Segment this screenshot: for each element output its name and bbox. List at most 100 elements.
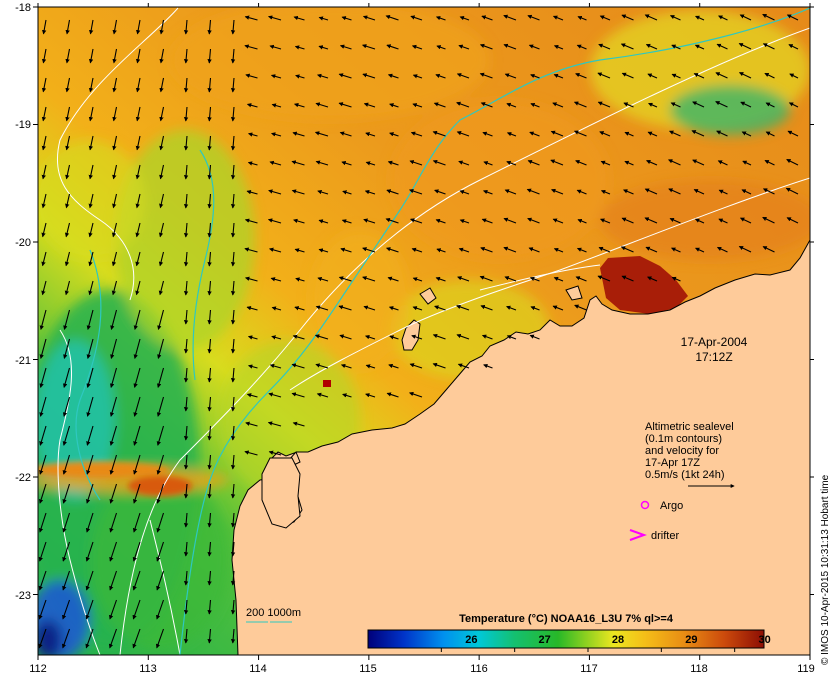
velocity-arrow [207, 454, 212, 470]
velocity-arrow [135, 164, 141, 180]
velocity-arrow [244, 450, 258, 456]
velocity-arrow [339, 44, 352, 50]
velocity-arrow [386, 392, 399, 398]
velocity-arrow [481, 15, 493, 21]
velocity-arrow [483, 189, 493, 195]
velocity-arrow [246, 103, 258, 108]
legend-line: 0.5m/s (1kt 24h) [645, 469, 724, 481]
velocity-arrow [458, 247, 470, 253]
velocity-arrow [230, 367, 236, 383]
velocity-arrow [338, 73, 352, 79]
argo-marker-icon [640, 500, 650, 510]
velocity-arrow [503, 217, 517, 224]
velocity-arrow [457, 276, 470, 282]
velocity-arrow [668, 159, 681, 166]
velocity-arrow [88, 280, 94, 296]
plot-frame [37, 6, 811, 656]
colorbar-gradient [367, 629, 765, 649]
velocity-arrow [362, 44, 376, 50]
velocity-arrow [207, 483, 212, 499]
velocity-arrow [459, 190, 470, 195]
velocity-arrow [244, 247, 258, 253]
velocity-arrow [133, 396, 141, 417]
velocity-arrow [230, 512, 236, 528]
velocity-arrow [786, 217, 799, 224]
velocity-arrow [183, 280, 189, 296]
lon-tick-label: 119 [797, 663, 815, 675]
velocity-arrow [506, 305, 517, 311]
lat-tick-label: -23 [15, 590, 31, 602]
velocity-arrow [39, 483, 47, 504]
colorbar-tick-label: 30 [759, 634, 771, 646]
velocity-arrow [159, 77, 165, 93]
velocity-arrow [183, 106, 189, 122]
velocity-arrow [159, 19, 165, 35]
velocity-arrow [183, 425, 189, 441]
velocity-arrow [109, 367, 118, 389]
velocity-arrow [207, 135, 212, 151]
velocity-arrow [365, 335, 376, 340]
velocity-arrow [503, 246, 517, 253]
velocity-arrow [597, 72, 611, 79]
velocity-arrow [409, 391, 423, 398]
velocity-arrow [459, 219, 470, 224]
velocity-arrow [62, 454, 71, 475]
velocity-arrow [270, 74, 282, 79]
drifter-marker-icon [629, 529, 647, 541]
velocity-arrow [668, 188, 681, 195]
velocity-arrow [244, 44, 258, 50]
velocity-arrow [135, 222, 141, 238]
lon-tick-label: 114 [249, 663, 267, 675]
velocity-arrow [63, 338, 71, 360]
velocity-arrow [620, 43, 634, 50]
lat-tick-label: -22 [15, 472, 31, 484]
velocity-arrow [530, 306, 540, 311]
velocity-arrow [503, 14, 517, 21]
velocity-arrow [135, 106, 141, 122]
velocity-arrow [647, 276, 658, 282]
velocity-arrow [62, 570, 71, 591]
velocity-arrow [267, 15, 282, 21]
velocity-arrow [183, 628, 189, 644]
velocity-arrow [88, 222, 94, 238]
velocity-arrow [599, 15, 611, 21]
velocity-arrow [158, 251, 165, 267]
velocity-arrow [575, 276, 587, 282]
velocity-arrow [41, 251, 47, 267]
velocity-arrow [294, 45, 305, 50]
velocity-arrow [317, 189, 329, 195]
velocity-arrow [293, 15, 305, 21]
velocity-arrow [109, 599, 118, 620]
velocity-arrow [718, 218, 728, 224]
velocity-arrow [339, 334, 352, 340]
velocity-arrow [247, 132, 258, 137]
velocity-arrow [646, 160, 658, 166]
velocity-arrow [207, 338, 212, 354]
velocity-arrow [788, 102, 799, 108]
velocity-arrow [183, 541, 189, 557]
velocity-arrow [506, 335, 517, 340]
velocity-arrow [62, 599, 71, 620]
velocity-arrow [293, 103, 305, 108]
credit-text: © IMOS 10-Apr-2015 10:31:13 Hobart time [820, 474, 831, 665]
velocity-arrow [38, 570, 47, 591]
velocity-arrow [692, 159, 705, 166]
velocity-arrow [338, 102, 352, 108]
velocity-arrow [156, 541, 165, 562]
velocity-arrow [575, 73, 587, 79]
velocity-arrow [207, 193, 212, 209]
velocity-arrow [207, 48, 212, 64]
velocity-arrow [230, 222, 236, 238]
velocity-arrow [553, 276, 564, 282]
velocity-arrow [388, 306, 399, 311]
velocity-arrow [65, 106, 71, 122]
velocity-arrow [715, 72, 728, 79]
velocity-arrow [387, 276, 399, 282]
velocity-arrow [86, 309, 94, 331]
velocity-arrow [341, 161, 352, 166]
velocity-arrow [41, 77, 47, 93]
velocity-arrow [552, 15, 564, 21]
velocity-arrow [694, 44, 705, 50]
velocity-arrow [62, 367, 71, 389]
velocity-arrow [338, 305, 352, 311]
